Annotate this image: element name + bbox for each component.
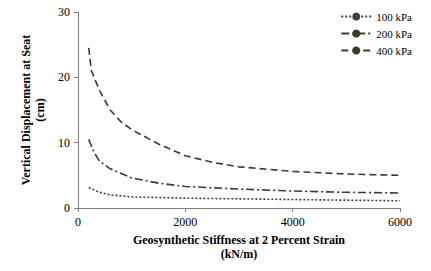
svg-text:0: 0 (75, 215, 81, 229)
svg-text:2000: 2000 (173, 215, 197, 229)
svg-text:(kN/m): (kN/m) (221, 247, 258, 261)
svg-text:4000: 4000 (281, 215, 305, 229)
svg-text:100 kPa: 100 kPa (376, 11, 412, 23)
svg-text:200 kPa: 200 kPa (376, 28, 412, 40)
svg-text:30: 30 (58, 5, 70, 19)
svg-text:Geosynthetic Stiffness at 2 Pe: Geosynthetic Stiffness at 2 Percent Stra… (133, 233, 345, 247)
svg-text:0: 0 (64, 201, 70, 215)
svg-text:10: 10 (58, 136, 70, 150)
svg-text:6000: 6000 (388, 215, 412, 229)
svg-text:(cm): (cm) (33, 98, 47, 121)
svg-text:400 kPa: 400 kPa (376, 45, 412, 57)
svg-text:20: 20 (58, 70, 70, 84)
svg-text:Vertical Displacement at Seat: Vertical Displacement at Seat (19, 35, 33, 186)
